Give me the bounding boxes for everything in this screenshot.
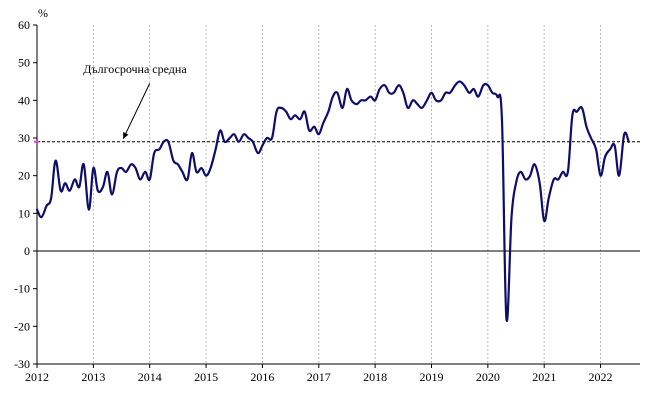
- annotation-arrow-line: [122, 83, 151, 139]
- series-layer: [35, 80, 630, 323]
- x-tick-label: 2017: [307, 370, 331, 384]
- y-tick-label: 30: [18, 131, 30, 145]
- x-tick-label: 2021: [532, 370, 556, 384]
- series-line: [35, 80, 630, 323]
- y-tick-label: 20: [18, 169, 30, 183]
- y-tick-label: 40: [18, 93, 30, 107]
- grid-layer: [92, 25, 602, 364]
- y-tick-label: -30: [14, 357, 30, 371]
- label-layer: -30 -20 -10 0 10 20 30 40 50 60% 2012 2013 2014 2015 2…: [14, 6, 613, 384]
- x-tick-label: 2018: [363, 370, 387, 384]
- y-tick-label: -10: [14, 282, 30, 296]
- x-tick-label: 2014: [138, 370, 162, 384]
- y-tick-label: -20: [14, 319, 30, 333]
- y-tick-label: 50: [18, 56, 30, 70]
- reference-layer: [34, 83, 640, 143]
- annotation-arrow-head: [123, 132, 129, 139]
- y-tick-label: 10: [18, 206, 30, 220]
- reference-line-label: Дългосрочна средна: [83, 62, 187, 76]
- y-unit-label: %: [38, 6, 48, 20]
- x-tick-label: 2019: [419, 370, 443, 384]
- x-tick-label: 2013: [81, 370, 105, 384]
- y-tick-label: 60: [18, 18, 30, 32]
- x-tick-label: 2020: [476, 370, 500, 384]
- axis-layer: [33, 24, 640, 368]
- x-tick-label: 2022: [589, 370, 613, 384]
- x-tick-label: 2012: [25, 370, 49, 384]
- x-tick-label: 2016: [250, 370, 274, 384]
- x-tick-label: 2015: [194, 370, 218, 384]
- y-tick-label: 0: [24, 244, 30, 258]
